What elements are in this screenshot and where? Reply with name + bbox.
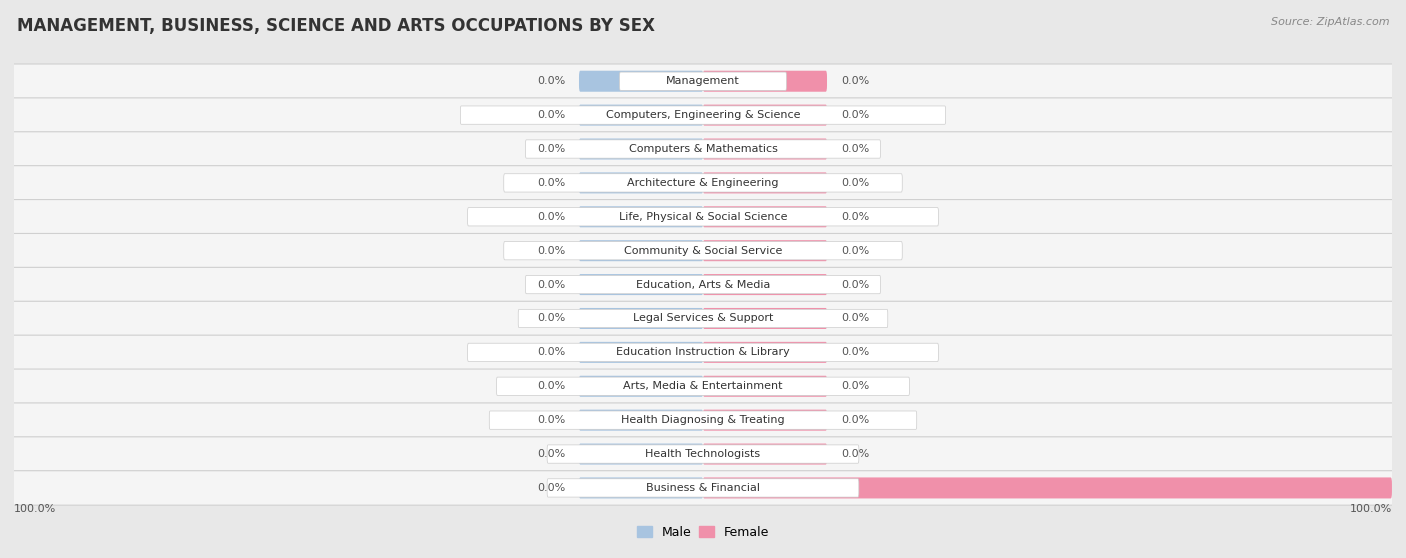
FancyBboxPatch shape [579, 342, 703, 363]
Text: 0.0%: 0.0% [841, 449, 869, 459]
Text: 0.0%: 0.0% [537, 449, 565, 459]
FancyBboxPatch shape [0, 267, 1406, 302]
Text: Legal Services & Support: Legal Services & Support [633, 314, 773, 324]
Text: Computers & Mathematics: Computers & Mathematics [628, 144, 778, 154]
Text: 0.0%: 0.0% [537, 246, 565, 256]
Text: 0.0%: 0.0% [841, 144, 869, 154]
Text: Health Technologists: Health Technologists [645, 449, 761, 459]
FancyBboxPatch shape [703, 172, 827, 194]
FancyBboxPatch shape [703, 478, 1392, 498]
Text: 0.0%: 0.0% [537, 483, 565, 493]
FancyBboxPatch shape [703, 206, 827, 227]
Text: 0.0%: 0.0% [841, 110, 869, 120]
Text: Arts, Media & Entertainment: Arts, Media & Entertainment [623, 381, 783, 391]
FancyBboxPatch shape [703, 444, 827, 465]
FancyBboxPatch shape [519, 309, 887, 328]
FancyBboxPatch shape [496, 377, 910, 396]
Text: Education Instruction & Library: Education Instruction & Library [616, 348, 790, 357]
FancyBboxPatch shape [579, 274, 703, 295]
Text: 0.0%: 0.0% [537, 76, 565, 86]
Text: Life, Physical & Social Science: Life, Physical & Social Science [619, 212, 787, 222]
FancyBboxPatch shape [579, 172, 703, 194]
Text: 0.0%: 0.0% [537, 415, 565, 425]
FancyBboxPatch shape [0, 132, 1406, 166]
Text: Architecture & Engineering: Architecture & Engineering [627, 178, 779, 188]
Text: 0.0%: 0.0% [537, 144, 565, 154]
FancyBboxPatch shape [547, 445, 859, 463]
FancyBboxPatch shape [526, 276, 880, 294]
Text: Source: ZipAtlas.com: Source: ZipAtlas.com [1271, 17, 1389, 27]
Text: 100.0%: 100.0% [1350, 504, 1392, 514]
FancyBboxPatch shape [547, 479, 859, 497]
FancyBboxPatch shape [579, 206, 703, 227]
Text: 0.0%: 0.0% [841, 314, 869, 324]
FancyBboxPatch shape [703, 410, 827, 431]
Text: 0.0%: 0.0% [841, 76, 869, 86]
Text: 0.0%: 0.0% [537, 178, 565, 188]
Text: Computers, Engineering & Science: Computers, Engineering & Science [606, 110, 800, 120]
Legend: Male, Female: Male, Female [631, 521, 775, 543]
FancyBboxPatch shape [703, 376, 827, 397]
FancyBboxPatch shape [526, 140, 880, 158]
Text: 0.0%: 0.0% [537, 314, 565, 324]
Text: 0.0%: 0.0% [841, 212, 869, 222]
FancyBboxPatch shape [703, 104, 827, 126]
FancyBboxPatch shape [703, 71, 827, 92]
Text: Business & Financial: Business & Financial [645, 483, 761, 493]
FancyBboxPatch shape [703, 240, 827, 261]
FancyBboxPatch shape [0, 64, 1406, 98]
FancyBboxPatch shape [703, 138, 827, 160]
FancyBboxPatch shape [0, 471, 1406, 505]
Text: 0.0%: 0.0% [841, 280, 869, 290]
Text: 0.0%: 0.0% [537, 110, 565, 120]
FancyBboxPatch shape [489, 411, 917, 429]
FancyBboxPatch shape [579, 104, 703, 126]
FancyBboxPatch shape [579, 444, 703, 465]
FancyBboxPatch shape [579, 376, 703, 397]
Text: Education, Arts & Media: Education, Arts & Media [636, 280, 770, 290]
Text: 0.0%: 0.0% [841, 348, 869, 357]
FancyBboxPatch shape [0, 233, 1406, 268]
FancyBboxPatch shape [703, 274, 827, 295]
FancyBboxPatch shape [0, 98, 1406, 132]
FancyBboxPatch shape [579, 138, 703, 160]
Text: 0.0%: 0.0% [537, 212, 565, 222]
Text: 0.0%: 0.0% [841, 178, 869, 188]
Text: 0.0%: 0.0% [537, 381, 565, 391]
FancyBboxPatch shape [468, 208, 938, 226]
Text: 0.0%: 0.0% [537, 280, 565, 290]
Text: 100.0%: 100.0% [14, 504, 56, 514]
FancyBboxPatch shape [0, 437, 1406, 472]
FancyBboxPatch shape [579, 71, 703, 92]
FancyBboxPatch shape [579, 308, 703, 329]
Text: Community & Social Service: Community & Social Service [624, 246, 782, 256]
Text: 0.0%: 0.0% [841, 246, 869, 256]
FancyBboxPatch shape [503, 242, 903, 260]
Text: 0.0%: 0.0% [841, 381, 869, 391]
FancyBboxPatch shape [0, 200, 1406, 234]
FancyBboxPatch shape [0, 335, 1406, 369]
Text: Management: Management [666, 76, 740, 86]
Text: MANAGEMENT, BUSINESS, SCIENCE AND ARTS OCCUPATIONS BY SEX: MANAGEMENT, BUSINESS, SCIENCE AND ARTS O… [17, 17, 655, 35]
FancyBboxPatch shape [620, 72, 786, 90]
Text: Health Diagnosing & Treating: Health Diagnosing & Treating [621, 415, 785, 425]
Text: 0.0%: 0.0% [841, 415, 869, 425]
FancyBboxPatch shape [579, 478, 703, 498]
FancyBboxPatch shape [460, 106, 946, 124]
FancyBboxPatch shape [579, 240, 703, 261]
FancyBboxPatch shape [0, 403, 1406, 437]
FancyBboxPatch shape [503, 174, 903, 192]
FancyBboxPatch shape [703, 308, 827, 329]
FancyBboxPatch shape [579, 410, 703, 431]
FancyBboxPatch shape [0, 166, 1406, 200]
Text: 0.0%: 0.0% [537, 348, 565, 357]
FancyBboxPatch shape [0, 301, 1406, 336]
FancyBboxPatch shape [468, 343, 938, 362]
FancyBboxPatch shape [703, 342, 827, 363]
FancyBboxPatch shape [0, 369, 1406, 403]
